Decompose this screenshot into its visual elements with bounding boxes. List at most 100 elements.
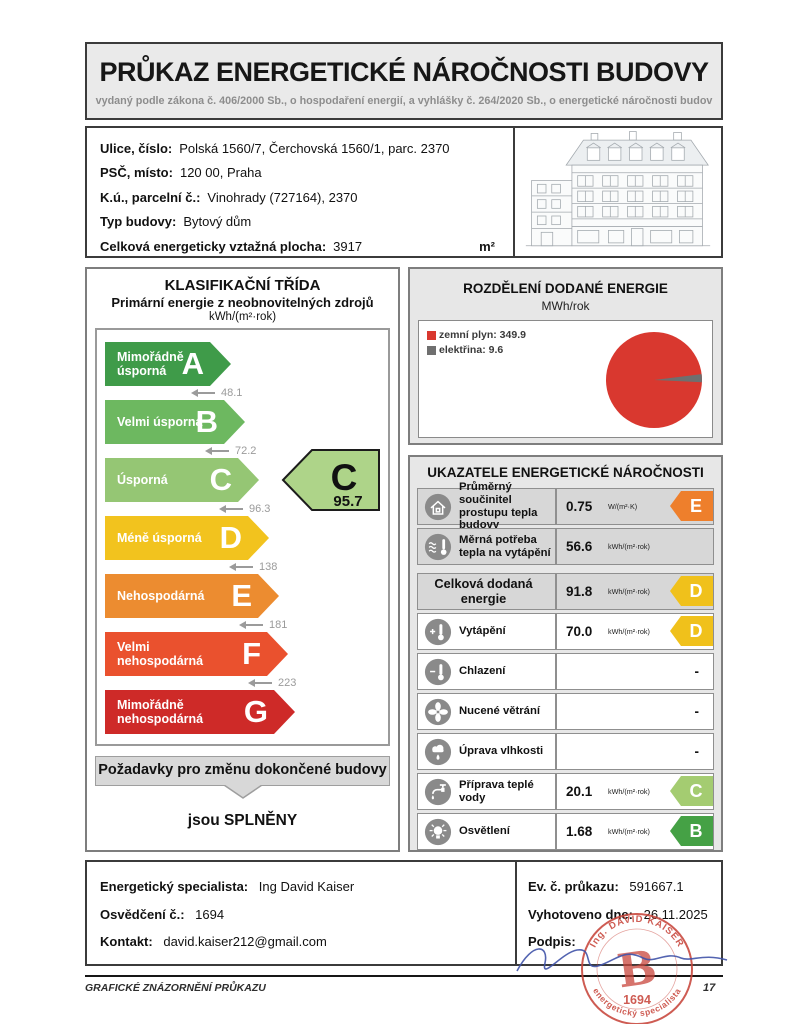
class-label: Velmi úsporná bbox=[117, 415, 203, 429]
indicator-value: 1.68 bbox=[566, 824, 593, 839]
class-label: Nehospodárná bbox=[117, 589, 205, 603]
legend-label: elektřina: 9.6 bbox=[439, 344, 504, 356]
building-info-box: Ulice, číslo: Polská 1560/7, Čerchovská … bbox=[85, 126, 723, 258]
threshold-b: 72.2 bbox=[205, 444, 380, 458]
classification-scale: Mimořádně úsporná A 48.1 Velmi úsporná B… bbox=[95, 328, 390, 746]
class-badge-b: B bbox=[670, 816, 713, 846]
indicator-value: 20.1 bbox=[566, 784, 593, 799]
legend-item-electricity: elektřina: 9.6 bbox=[427, 343, 526, 358]
threshold-e: 181 bbox=[239, 618, 380, 632]
indicator-unit: kWh/(m²·rok) bbox=[608, 627, 650, 636]
indicator-unit: kWh/(m²·rok) bbox=[608, 587, 650, 596]
threshold-value: 96.3 bbox=[249, 503, 271, 515]
field-label: Vyhotoveno dne: bbox=[528, 906, 633, 922]
class-arrow-f: Velmi nehospodárná F bbox=[105, 632, 288, 676]
threshold-arrow-icon bbox=[205, 447, 229, 455]
field-value: 120 00, Praha bbox=[179, 165, 262, 181]
current-class-letter: C bbox=[331, 457, 358, 498]
page-subtitle: vydaný podle zákona č. 406/2000 Sb., o h… bbox=[95, 95, 713, 107]
hot-water-icon bbox=[424, 778, 452, 805]
classification-unit: kWh/(m²·rok) bbox=[208, 311, 277, 323]
heating-icon bbox=[424, 618, 452, 645]
indicator-label: Měrná potřeba tepla na vytápění bbox=[459, 533, 551, 559]
specialist-name-row: Energetický specialista: Ing David Kaise… bbox=[100, 873, 515, 901]
stamp-number: 1694 bbox=[623, 993, 651, 1007]
row-divider bbox=[555, 654, 557, 689]
indicator-value: 70.0 bbox=[566, 624, 593, 639]
field-value: 26.11.2025 bbox=[643, 906, 708, 922]
row-divider bbox=[555, 614, 557, 649]
class-letter: E bbox=[231, 578, 252, 613]
footer-rule bbox=[85, 975, 723, 977]
indicator-row-humidity: Úprava vlhkosti - bbox=[417, 733, 714, 770]
threshold-arrow-icon bbox=[248, 679, 272, 687]
threshold-d: 138 bbox=[229, 560, 380, 574]
house-icon bbox=[424, 493, 452, 520]
field-value: 3917 bbox=[333, 238, 363, 254]
class-badge-e: E bbox=[670, 491, 713, 521]
indicator-label: Osvětlení bbox=[459, 825, 510, 837]
certificate-fields: Ev. č. průkazu: 591667.1 Vyhotoveno dne:… bbox=[515, 862, 721, 964]
page-title: PRŮKAZ ENERGETICKÉ NÁROČNOSTI BUDOVY bbox=[99, 57, 709, 87]
class-label: Mimořádně úsporná bbox=[117, 350, 184, 378]
threshold-arrow-icon bbox=[191, 389, 215, 397]
row-divider bbox=[555, 694, 557, 729]
specialist-license-row: Osvědčení č.: 1694 bbox=[100, 901, 515, 929]
row-divider bbox=[555, 574, 557, 609]
indicator-value: 91.8 bbox=[566, 584, 593, 599]
class-row-c: Úsporná C 96.3 bbox=[105, 458, 380, 516]
humidity-icon bbox=[424, 738, 452, 765]
delivered-energy-panel: ROZDĚLENÍ DODANÉ ENERGIE MWh/rok zemní p… bbox=[408, 267, 723, 445]
stamp-and-signature: Ing. DAVID KAISER energetický specialist… bbox=[505, 903, 735, 1024]
indicators-title: UKAZATELE ENERGETICKÉ NÁROČNOSTI bbox=[427, 465, 704, 480]
class-row-a: Mimořádně úsporná A 48.1 bbox=[105, 342, 380, 400]
ventilation-icon bbox=[424, 698, 452, 725]
indicator-label: Vytápění bbox=[459, 625, 506, 637]
row-divider bbox=[555, 529, 557, 564]
electricity-color-swatch bbox=[427, 346, 436, 355]
class-badge-d: D bbox=[670, 616, 713, 646]
cooling-icon bbox=[424, 658, 452, 685]
class-row-d: Méně úsporná D 138 bbox=[105, 516, 380, 574]
field-label: Typ budovy: bbox=[100, 214, 177, 230]
threshold-value: 223 bbox=[278, 677, 297, 689]
indicator-row-heating-demand: Měrná potřeba tepla na vytápění 56.6 kWh… bbox=[417, 528, 714, 565]
classification-title: KLASIFIKAČNÍ TŘÍDA bbox=[164, 277, 321, 294]
threshold-a: 48.1 bbox=[191, 386, 380, 400]
building-drawing-cell bbox=[513, 128, 721, 256]
classification-subtitle: Primární energie z neobnovitelných zdroj… bbox=[111, 295, 374, 310]
field-label: PSČ, místo: bbox=[100, 165, 173, 181]
class-arrow-b: Velmi úsporná B bbox=[105, 400, 245, 444]
indicators-panel: UKAZATELE ENERGETICKÉ NÁROČNOSTI Průměrn… bbox=[408, 455, 723, 852]
pie-title: ROZDĚLENÍ DODANÉ ENERGIE bbox=[463, 281, 668, 296]
indicator-label: Chlazení bbox=[459, 665, 506, 677]
specialist-box: Energetický specialista: Ing David Kaise… bbox=[85, 860, 723, 966]
class-letter: F bbox=[242, 636, 261, 671]
classification-panel: KLASIFIKAČNÍ TŘÍDA Primární energie z ne… bbox=[85, 267, 400, 852]
indicator-row-total-delivered-energy: Celková dodaná energie 91.8 kWh/(m²·rok)… bbox=[417, 573, 714, 610]
row-divider bbox=[555, 814, 557, 849]
class-row-e: Nehospodárná E 181 bbox=[105, 574, 380, 632]
threshold-arrow-icon bbox=[239, 621, 263, 629]
threshold-value: 72.2 bbox=[235, 445, 257, 457]
field-label: Celková energeticky vztažná plocha: bbox=[100, 238, 327, 254]
indicator-unit: kWh/(m²·rok) bbox=[608, 827, 650, 836]
class-arrow-g: Mimořádně nehospodárná G bbox=[105, 690, 295, 734]
specialist-fields: Energetický specialista: Ing David Kaise… bbox=[87, 862, 515, 964]
indicator-value: - bbox=[694, 744, 700, 759]
field-label: Energetický specialista: bbox=[100, 879, 249, 894]
field-value: 591667.1 bbox=[629, 879, 684, 894]
indicator-row-ventilation: Nucené větrání - bbox=[417, 693, 714, 730]
class-letter: D bbox=[219, 520, 242, 555]
indicator-label: Celková dodaná energie bbox=[434, 575, 533, 606]
field-value: david.kaiser212@gmail.com bbox=[163, 934, 327, 949]
field-value: Ing David Kaiser bbox=[258, 879, 355, 894]
indicator-label: Průměrný součinitel prostupu tepla budov… bbox=[459, 480, 538, 532]
field-label: Ulice, číslo: bbox=[100, 141, 173, 156]
class-row-b: Velmi úsporná B 72.2 bbox=[105, 400, 380, 458]
class-badge-d: D bbox=[670, 576, 713, 606]
class-letter: G bbox=[243, 694, 268, 729]
class-arrow-c: Úsporná C bbox=[105, 458, 259, 502]
legend-label: zemní plyn: 349.9 bbox=[439, 329, 526, 341]
